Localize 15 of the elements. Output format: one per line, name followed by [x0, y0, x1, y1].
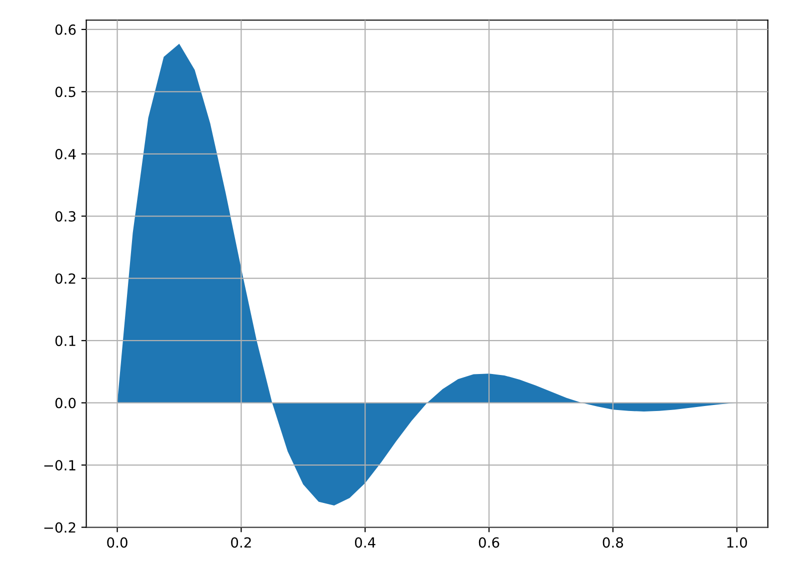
- y-tick-label: 0.6: [55, 24, 76, 35]
- x-tick-label: 0.6: [478, 537, 500, 548]
- x-tick-label: 1.0: [727, 537, 747, 548]
- y-tick-label: 0.4: [55, 148, 76, 160]
- x-tick-label: 0.8: [602, 537, 624, 548]
- y-tick-label: 0.1: [55, 336, 76, 346]
- x-tick-label: 0.4: [354, 537, 376, 548]
- y-tick-label: 0.5: [55, 86, 76, 98]
- y-tick-label: −0.1: [44, 460, 76, 471]
- y-tick-label: 0.0: [55, 398, 76, 408]
- y-tick-label: −0.2: [44, 522, 76, 533]
- x-tick-label: 0.0: [107, 537, 128, 548]
- y-tick-label: 0.2: [55, 273, 76, 284]
- y-tick-label: 0.3: [55, 211, 76, 222]
- x-tick-label: 0.2: [231, 537, 251, 548]
